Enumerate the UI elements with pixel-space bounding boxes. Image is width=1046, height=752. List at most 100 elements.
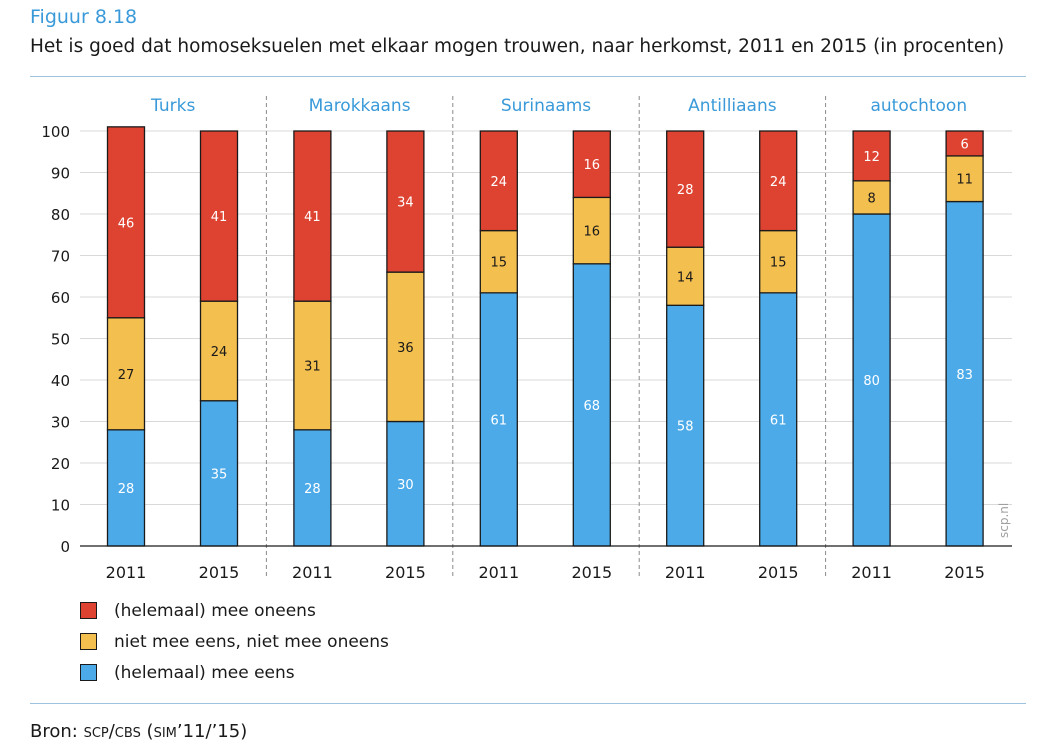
legend-label-eens: (helemaal) mee eens (114, 662, 295, 683)
legend-item-eens: (helemaal) mee eens (80, 657, 389, 688)
bar-segment (945, 130, 984, 157)
data-label: 61 (491, 413, 508, 428)
data-label: 6 (960, 137, 968, 152)
group-label: Marokkaans (309, 96, 411, 116)
bar-segment (479, 292, 518, 547)
source-note: Bron: scp/cbs (sim’11/’15) (30, 721, 247, 742)
x-tick-label: 2011 (292, 563, 333, 582)
x-tick-label: 2011 (665, 563, 706, 582)
bar-segment (852, 213, 891, 547)
group-label: autochtoon (870, 96, 967, 116)
legend-item-neutraal: niet mee eens, niet mee oneens (80, 626, 389, 657)
y-tick-label: 30 (51, 414, 70, 432)
bar-segment (572, 196, 611, 265)
data-label: 31 (304, 359, 321, 374)
x-tick-label: 2011 (106, 563, 147, 582)
legend-swatch-eens (80, 664, 97, 681)
data-label: 28 (677, 183, 694, 198)
group-label: Surinaams (501, 96, 591, 116)
group-label: Antilliaans (688, 96, 777, 116)
source-text: scp/cbs (sim’11/’15) (83, 721, 248, 742)
bar-segment (945, 155, 984, 203)
legend-swatch-neutraal (80, 633, 97, 650)
data-label: 61 (770, 413, 787, 428)
legend-label-oneens: (helemaal) mee oneens (114, 600, 316, 621)
bar-segment (293, 300, 332, 431)
data-label: 36 (397, 341, 414, 356)
bar-segment (666, 130, 705, 248)
bar-segment (666, 246, 705, 306)
legend-label-neutraal: niet mee eens, niet mee oneens (114, 631, 389, 652)
data-label: 16 (584, 225, 601, 240)
legend-item-oneens: (helemaal) mee oneens (80, 595, 389, 626)
data-label: 28 (118, 482, 135, 497)
data-label: 15 (491, 256, 508, 271)
x-tick-label: 2011 (478, 563, 519, 582)
y-tick-label: 70 (51, 248, 70, 266)
bar-segment (759, 292, 798, 547)
group-label: Turks (150, 96, 195, 116)
figure-title: Het is goed dat homoseksuelen met elkaar… (30, 36, 1005, 57)
data-label: 27 (118, 368, 135, 383)
bar-segment (572, 130, 611, 199)
y-tick-label: 60 (51, 289, 70, 307)
data-label: 12 (863, 150, 880, 165)
data-label: 14 (677, 270, 694, 285)
bottom-divider (30, 703, 1026, 704)
y-tick-label: 90 (51, 165, 70, 183)
y-tick-label: 0 (60, 538, 70, 556)
data-label: 24 (211, 345, 228, 360)
bar-segment (199, 130, 239, 302)
x-tick-label: 2015 (571, 563, 612, 582)
bar-segment (572, 263, 611, 547)
y-tick-label: 100 (41, 123, 70, 141)
data-label: 15 (770, 256, 787, 271)
source-prefix: Bron: (30, 721, 78, 742)
data-label: 83 (956, 368, 973, 383)
y-tick-label: 40 (51, 372, 70, 390)
data-label: 41 (211, 210, 228, 225)
data-label: 58 (677, 420, 694, 435)
x-tick-label: 2011 (851, 563, 892, 582)
bar-segment (199, 400, 239, 547)
y-tick-label: 20 (51, 455, 70, 473)
data-label: 8 (867, 191, 875, 206)
bar-segment (852, 180, 891, 215)
data-label: 30 (397, 478, 414, 493)
data-label: 34 (397, 196, 414, 211)
bar-segment (106, 317, 146, 431)
data-label: 46 (118, 216, 135, 231)
bar-segment (106, 126, 146, 319)
bar-segment (479, 130, 518, 232)
top-divider (30, 76, 1026, 77)
data-label: 80 (863, 374, 880, 389)
bar-segment (386, 130, 425, 273)
data-label: 41 (304, 210, 321, 225)
stacked-bar-chart: 0 10 20 30 40 50 60 70 80 90 100 Turks Marokkaans Sur… (41, 96, 1012, 582)
data-label: 16 (584, 158, 601, 173)
data-label: 28 (304, 482, 321, 497)
x-tick-label: 2015 (944, 563, 985, 582)
y-tick-label: 50 (51, 331, 70, 349)
x-tick-label: 2015 (385, 563, 426, 582)
x-tick-label: 2015 (758, 563, 799, 582)
bar-segment (293, 130, 332, 302)
bar-segment (852, 130, 891, 182)
data-label: 11 (956, 173, 973, 188)
bar-segment (666, 304, 705, 547)
chart-legend: (helemaal) mee oneens niet mee eens, nie… (80, 595, 389, 688)
watermark: scp.nl (997, 503, 1011, 538)
bar-segment (759, 229, 798, 294)
bar-segment (479, 229, 518, 294)
y-tick-label: 80 (51, 206, 70, 224)
figure-label: Figuur 8.18 (30, 6, 138, 28)
x-tick-label: 2015 (199, 563, 240, 582)
bar-segment (759, 130, 798, 232)
legend-swatch-oneens (80, 602, 97, 619)
bar-segment (386, 420, 425, 547)
bar-segment (293, 429, 332, 547)
data-label: 24 (491, 175, 508, 190)
data-label: 35 (211, 467, 228, 482)
y-tick-label: 10 (51, 497, 70, 515)
data-label: 24 (770, 175, 787, 190)
